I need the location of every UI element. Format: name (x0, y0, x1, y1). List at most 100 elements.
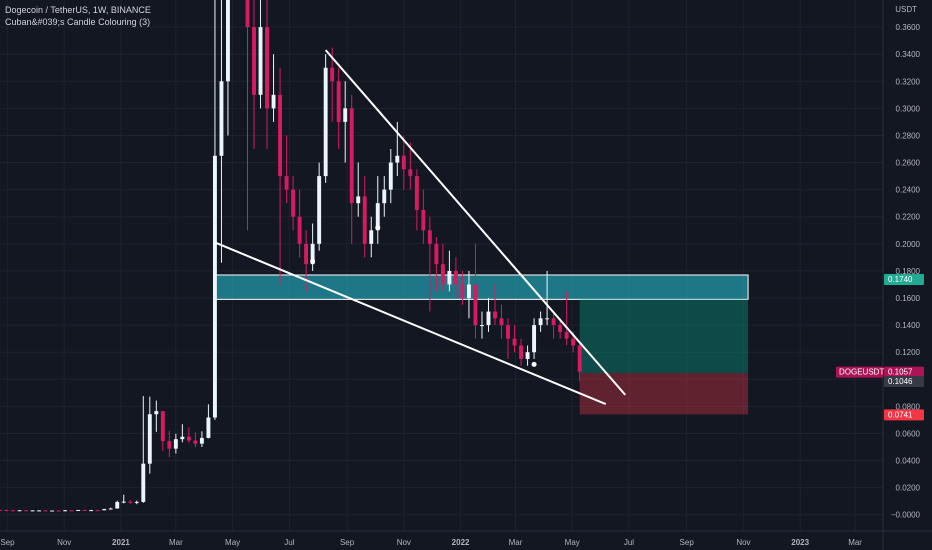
time-tick-label: Mar (848, 538, 862, 547)
candle-body (95, 510, 100, 512)
candle (128, 500, 133, 504)
candle-body (89, 510, 94, 512)
time-axis[interactable]: Sep Nov 2021 Mar May Jul Sep Nov 2022 Mar May Jul Se… (0, 538, 862, 547)
candle (506, 318, 510, 359)
candle-body (551, 318, 556, 326)
candle-body (199, 437, 204, 444)
indicator-title[interactable]: Cuban&#039;s Candle Colouring (3) (5, 17, 151, 27)
candle-body (466, 284, 471, 299)
candle (388, 149, 393, 204)
candle-body (30, 510, 35, 512)
candle (199, 431, 204, 448)
symbol-title[interactable]: Dogecoin / TetherUS, 1W, BINANCE (5, 5, 151, 15)
time-tick-label: Sep (340, 538, 355, 547)
time-tick-label: Sep (0, 538, 15, 547)
last-price-tag-bg (884, 366, 924, 378)
last-price-tag-text: 0.1057 (888, 368, 913, 377)
candle-body (453, 270, 458, 285)
candle (447, 250, 452, 292)
candle-body (284, 176, 289, 190)
candle (349, 94, 354, 244)
time-tick-label: Jul (624, 538, 634, 547)
candle (493, 284, 497, 326)
candle-body (519, 345, 524, 359)
price-tick-label: 0.3000 (896, 104, 921, 113)
candle-body (50, 510, 55, 512)
candle (525, 345, 530, 366)
candle (291, 176, 296, 231)
candle-body (121, 501, 126, 503)
price-tick-label: 0.0200 (896, 484, 921, 493)
candle (414, 169, 419, 231)
candle-body (362, 196, 367, 244)
stop-price-tag: 0.0741 (884, 409, 924, 421)
candle-body (369, 230, 374, 244)
candle-body (278, 94, 283, 177)
candle (154, 400, 159, 432)
candle (460, 270, 465, 305)
stop-price-tag-text: 0.0741 (888, 410, 913, 419)
candle (134, 500, 139, 505)
candle-body (0, 509, 2, 511)
candle-body (525, 352, 530, 359)
candle (356, 162, 361, 217)
candle (245, 0, 250, 231)
candle-body (512, 338, 517, 346)
entry-price-tag: 0.1046 (884, 376, 924, 388)
chart-legend[interactable]: Dogecoin / TetherUS, 1W, BINANCE Cuban&#… (5, 4, 151, 28)
candle-body (440, 264, 445, 285)
candle (512, 325, 517, 353)
time-tick-label: Sep (680, 538, 695, 547)
candle (421, 189, 426, 244)
zone-rect (214, 274, 749, 300)
candle-body (447, 270, 452, 285)
candle (63, 510, 68, 512)
candle-body (330, 67, 335, 82)
candle-body (147, 414, 152, 464)
candle-body (186, 436, 191, 441)
candle (173, 433, 178, 454)
candle (50, 510, 55, 512)
candle (532, 318, 537, 359)
candle (258, 0, 263, 109)
candle-body (473, 284, 478, 326)
candle-body (252, 27, 256, 95)
candle (408, 142, 413, 190)
candle-body (291, 189, 296, 217)
candle (193, 432, 198, 448)
candle-body (82, 510, 87, 512)
candle-body (154, 411, 159, 415)
candle-body (17, 510, 22, 512)
candle (336, 67, 341, 150)
candle-body (258, 27, 263, 95)
candle (76, 509, 81, 512)
currency-label: USDT (895, 5, 917, 14)
candle (297, 189, 302, 258)
time-tick-label: Nov (736, 538, 750, 547)
candle (89, 509, 94, 512)
price-axis[interactable]: 0.3600 0.3400 0.3200 0.3000 0.2800 0.2600 0.24… (891, 23, 921, 520)
candle-body (317, 176, 322, 244)
candle (369, 216, 374, 258)
candle (271, 54, 276, 122)
signal-dot (310, 258, 316, 264)
candle-body (297, 216, 302, 244)
candle-body (128, 501, 133, 503)
candle (180, 424, 185, 443)
candle (401, 135, 406, 190)
candle (323, 54, 328, 183)
candle (538, 311, 543, 332)
candle-body (141, 463, 146, 502)
candle-body (102, 509, 107, 511)
candle-body (493, 311, 497, 319)
candle (499, 304, 504, 339)
candle (56, 510, 61, 512)
support-resistance-zone (214, 274, 749, 300)
candle-body (460, 284, 465, 299)
candle-body (219, 81, 224, 156)
signal-dots (310, 225, 537, 367)
candle (4, 509, 9, 512)
candle (147, 396, 152, 474)
candle (24, 510, 29, 512)
